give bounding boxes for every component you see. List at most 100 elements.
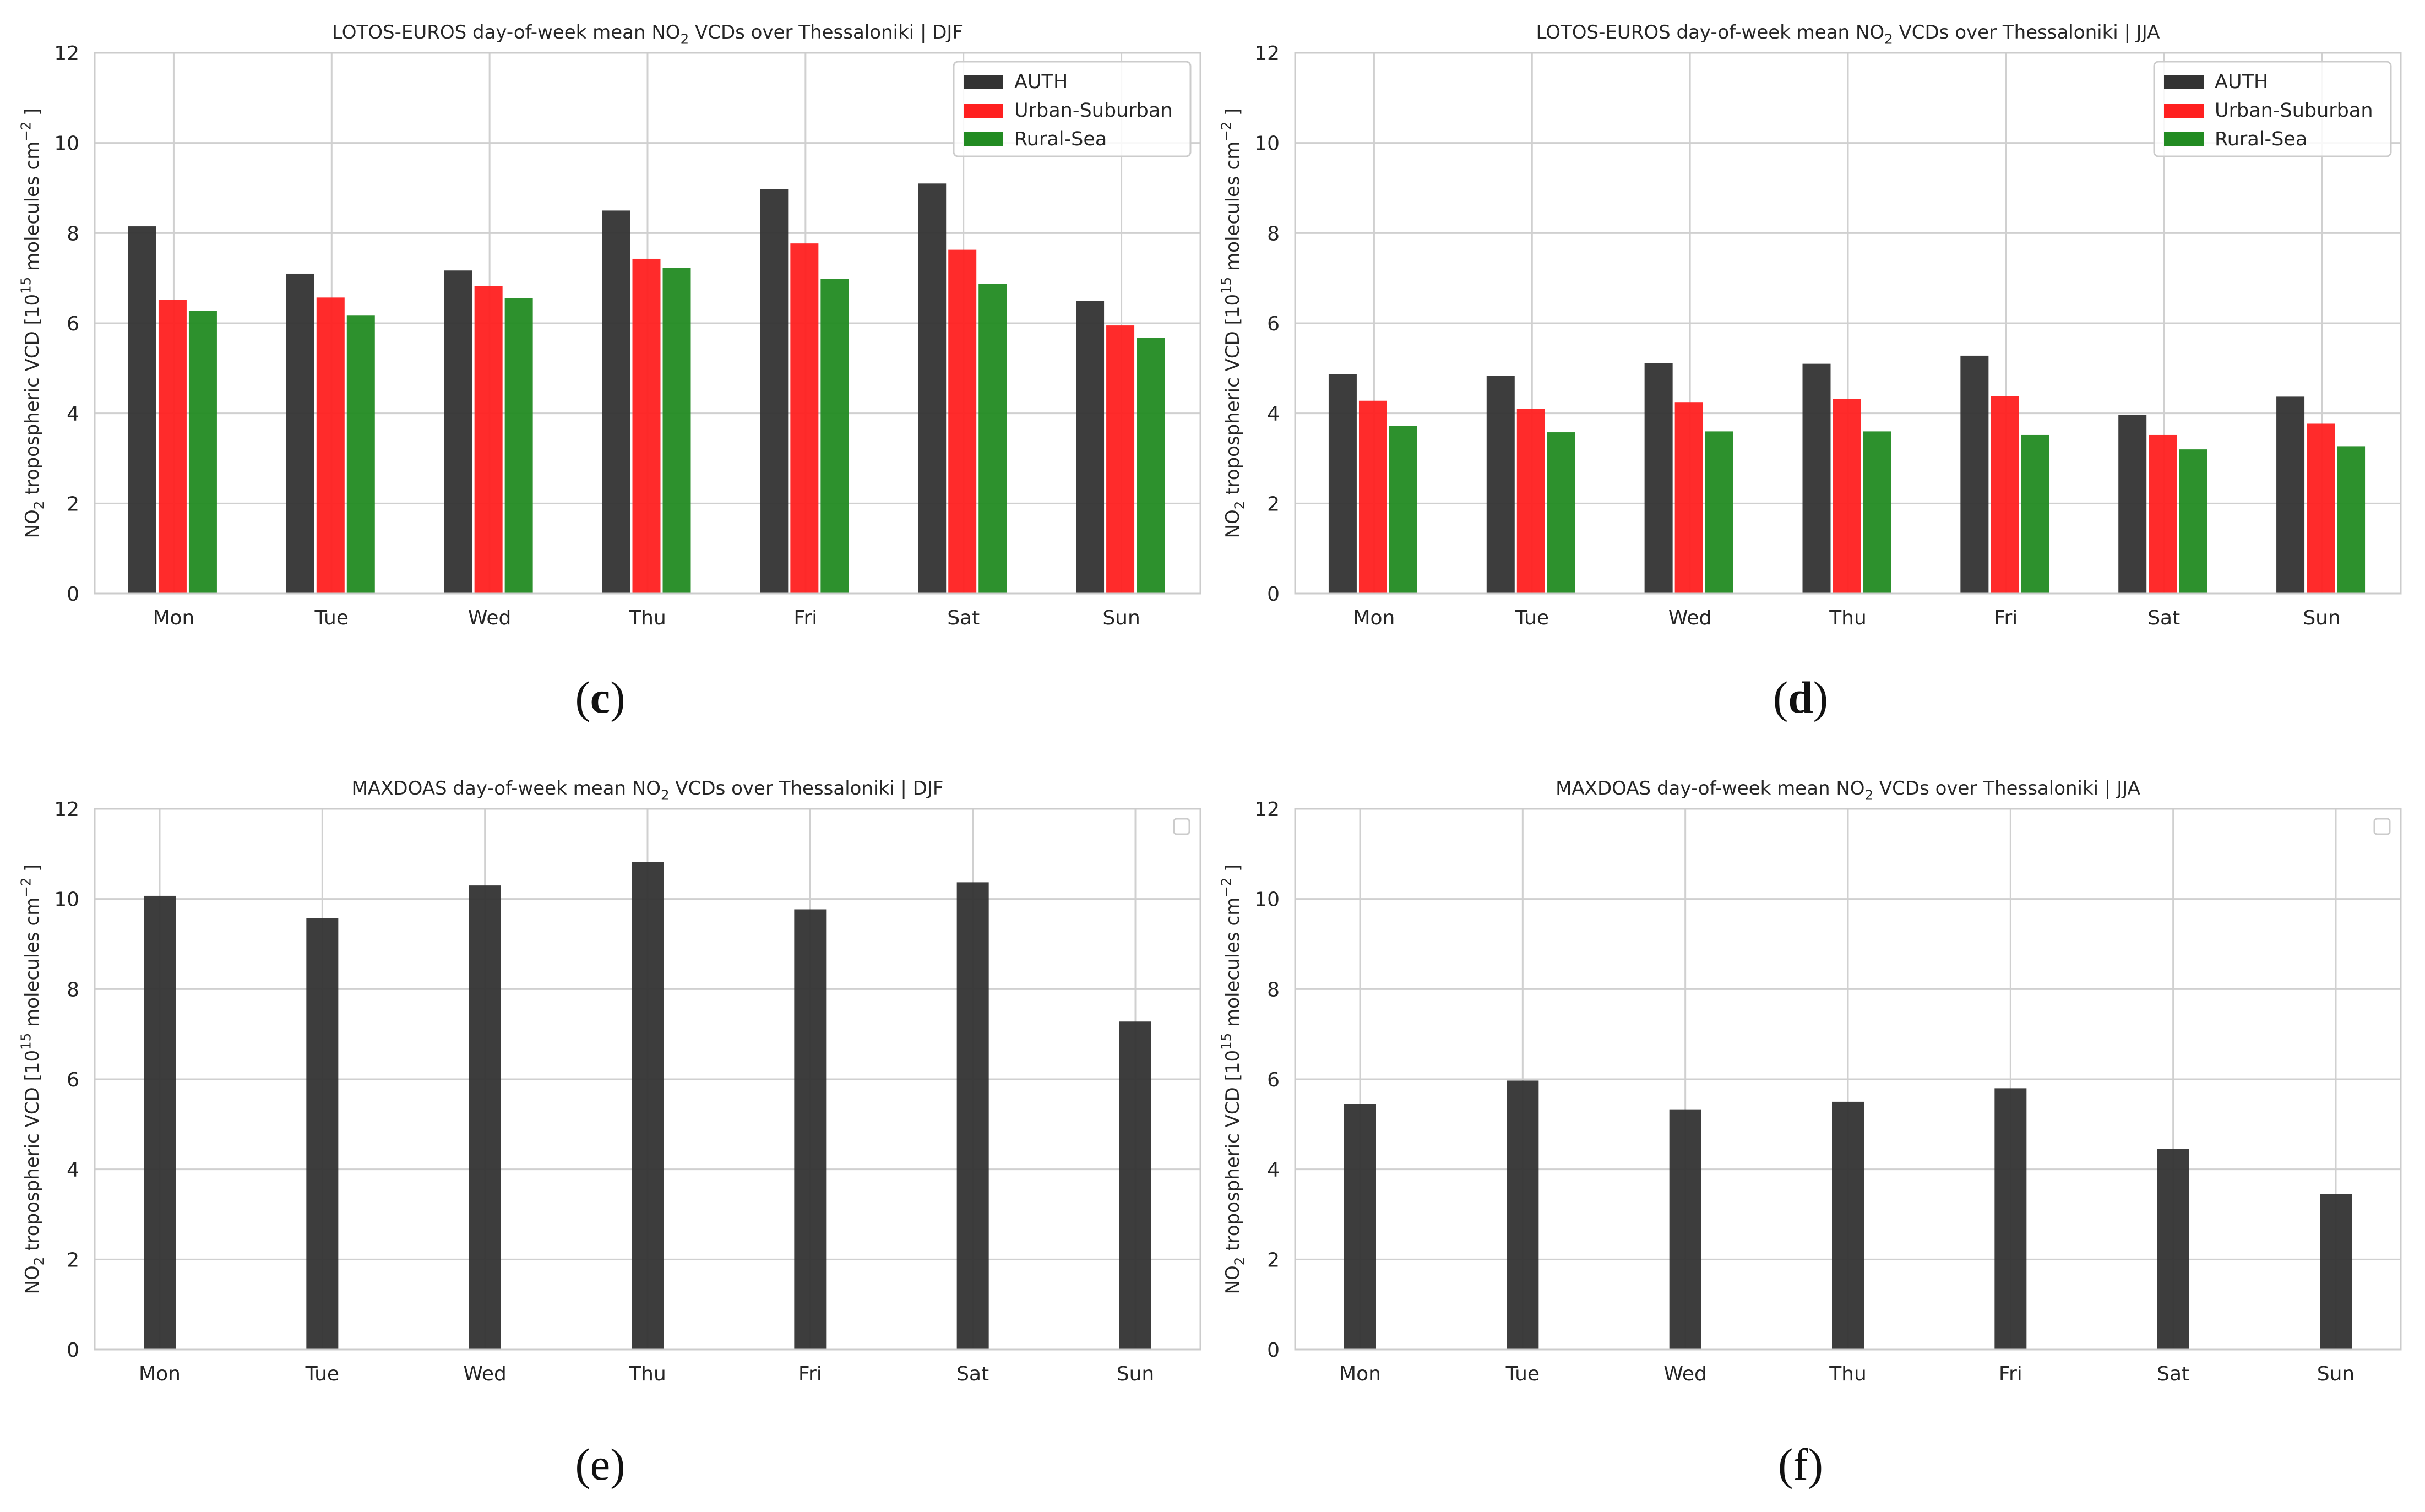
x-tick-label: Wed [463, 1363, 507, 1385]
bar-rural-sea-fri [820, 279, 849, 594]
bar-sat [956, 882, 989, 1350]
bar-rural-sea-sun [1137, 338, 1165, 594]
chart-d: 0 2 4 6 8 10 12 Mon Tue Wed Thu Fri Sat Sun LOTOS-EURO… [1219, 21, 2402, 629]
legend-label-rural-sea: Rural-Sea [2215, 128, 2307, 150]
bar-wed [469, 885, 501, 1350]
bar-rural-sea-thu [1863, 431, 1891, 594]
y-tick-label: 4 [67, 403, 79, 426]
x-tick-label: Mon [1339, 1363, 1381, 1385]
y-tick-label: 2 [67, 1249, 79, 1271]
bar-auth-tue [286, 273, 314, 594]
bar-auth-thu [1802, 363, 1831, 594]
x-tick-label: Thu [628, 607, 666, 629]
bar-rural-sea-tue [346, 315, 375, 594]
chart-title: LOTOS-EUROS day-of-week mean NO2​ VCDs o… [1536, 21, 2160, 47]
x-tick-label: Sat [2157, 1363, 2189, 1385]
y-tick-label: 2 [1267, 493, 1280, 515]
y-tick-label: 6 [1267, 1069, 1280, 1091]
chart-title: MAXDOAS day-of-week mean NO2​ VCDs over … [1556, 777, 2140, 803]
y-axis-label: NO2​ tropospheric VCD [1015​ molecules c… [18, 108, 47, 539]
y-tick-label: 0 [1267, 1339, 1280, 1362]
panel-label-c: (c) [575, 672, 626, 722]
bar-auth-sun [1076, 301, 1105, 594]
bar-rural-sea-sat [978, 284, 1007, 594]
x-tick-label: Tue [1515, 607, 1549, 629]
y-tick-label: 12 [1254, 42, 1280, 65]
panel-label-f: (f) [1778, 1439, 1823, 1489]
bar-wed [1669, 1109, 1701, 1350]
chart-e: 0 2 4 6 8 10 12 Mon Tue Wed Thu Fri Sat Sun MAXDOAS da… [18, 777, 1201, 1385]
plot-frame [1294, 808, 2402, 1351]
y-tick-label: 8 [1267, 978, 1280, 1001]
bar-auth-sun [2276, 396, 2305, 594]
bar-urban-suburban-mon [158, 300, 187, 594]
legend-swatch-rural-sea [964, 132, 1003, 146]
bar-rural-sea-wed [1705, 431, 1733, 594]
bar-auth-tue [1486, 376, 1515, 594]
y-axis-label: NO2​ tropospheric VCD [1015​ molecules c… [1219, 108, 1248, 539]
y-tick-label: 6 [67, 313, 79, 335]
x-tick-label: Wed [1663, 1363, 1707, 1385]
panel-c: 0 2 4 6 8 10 12 Mon Tue Wed Thu Fri Sat Sun LOTOS-EURO… [0, 0, 1201, 756]
bar-urban-suburban-sun [2307, 423, 2335, 594]
chart-c: 0 2 4 6 8 10 12 Mon Tue Wed Thu Fri Sat Sun LOTOS-EURO… [18, 21, 1201, 629]
bar-urban-suburban-sat [2149, 434, 2177, 594]
x-tick-label: Fri [1999, 1363, 2022, 1385]
legend-swatch-auth [964, 75, 1003, 89]
bar-rural-sea-mon [1389, 426, 1417, 594]
y-axis-label: NO2​ tropospheric VCD [1015​ molecules c… [18, 864, 47, 1295]
y-tick-label: 10 [1254, 889, 1280, 911]
bar-sat [2157, 1149, 2189, 1350]
legend-label-urban-suburban: Urban-Suburban [1014, 100, 1173, 122]
legend-swatch-auth [2164, 75, 2204, 89]
bar-urban-suburban-sun [1106, 325, 1135, 594]
legend-label-rural-sea: Rural-Sea [1014, 128, 1107, 150]
bar-urban-suburban-thu [632, 258, 661, 594]
bar-fri [1994, 1088, 2027, 1350]
x-tick-label: Tue [314, 607, 349, 629]
x-tick-label: Fri [798, 1363, 822, 1385]
y-axis-label: NO2​ tropospheric VCD [1015​ molecules c… [1219, 864, 1248, 1295]
bar-auth-mon [1328, 374, 1357, 594]
y-tick-label: 10 [54, 889, 79, 911]
x-tick-label: Thu [628, 1363, 666, 1385]
bar-rural-sea-tue [1547, 432, 1575, 594]
empty-legend-box [2373, 818, 2391, 835]
panel-f: 0 2 4 6 8 10 12 Mon Tue Wed Thu Fri Sat Sun MAXDOAS da… [1200, 756, 2402, 1512]
bar-urban-suburban-fri [1991, 396, 2019, 594]
bar-urban-suburban-mon [1358, 400, 1387, 594]
legend-box [953, 61, 1192, 157]
bar-mon [144, 895, 176, 1350]
y-tick-label: 12 [54, 798, 79, 821]
x-tick-label: Thu [1829, 1363, 1867, 1385]
bar-auth-sat [2118, 415, 2147, 594]
bar-urban-suburban-fri [790, 243, 819, 594]
bar-auth-fri [1960, 355, 1989, 594]
x-tick-label: Tue [305, 1363, 340, 1385]
y-tick-label: 8 [67, 222, 79, 245]
y-tick-label: 12 [54, 42, 79, 65]
bar-auth-wed [444, 270, 472, 594]
x-tick-label: Fri [793, 607, 817, 629]
bar-sun [2320, 1194, 2352, 1350]
bar-rural-sea-fri [2021, 434, 2049, 594]
chart-f: 0 2 4 6 8 10 12 Mon Tue Wed Thu Fri Sat Sun MAXDOAS da… [1219, 777, 2402, 1385]
plot-frame [94, 52, 1201, 595]
bar-urban-suburban-sat [948, 249, 977, 594]
x-tick-label: Fri [1994, 607, 2018, 629]
chart-title: LOTOS-EUROS day-of-week mean NO2​ VCDs o… [332, 21, 963, 47]
y-tick-label: 0 [1267, 583, 1280, 606]
bar-urban-suburban-wed [474, 286, 503, 594]
bar-urban-suburban-tue [316, 297, 345, 594]
bar-thu [1832, 1101, 1864, 1350]
chart-title: MAXDOAS day-of-week mean NO2​ VCDs over … [352, 777, 944, 803]
bar-rural-sea-mon [188, 311, 217, 594]
x-tick-label: Mon [139, 1363, 181, 1385]
x-tick-label: Thu [1829, 607, 1867, 629]
x-tick-label: Sat [2147, 607, 2180, 629]
bar-tue [1507, 1080, 1539, 1350]
y-tick-label: 8 [67, 978, 79, 1001]
empty-legend-box [1173, 818, 1190, 835]
y-tick-label: 2 [67, 493, 79, 515]
bar-urban-suburban-tue [1516, 409, 1545, 594]
